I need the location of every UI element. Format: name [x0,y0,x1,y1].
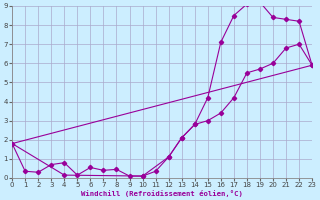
X-axis label: Windchill (Refroidissement éolien,°C): Windchill (Refroidissement éolien,°C) [81,190,243,197]
